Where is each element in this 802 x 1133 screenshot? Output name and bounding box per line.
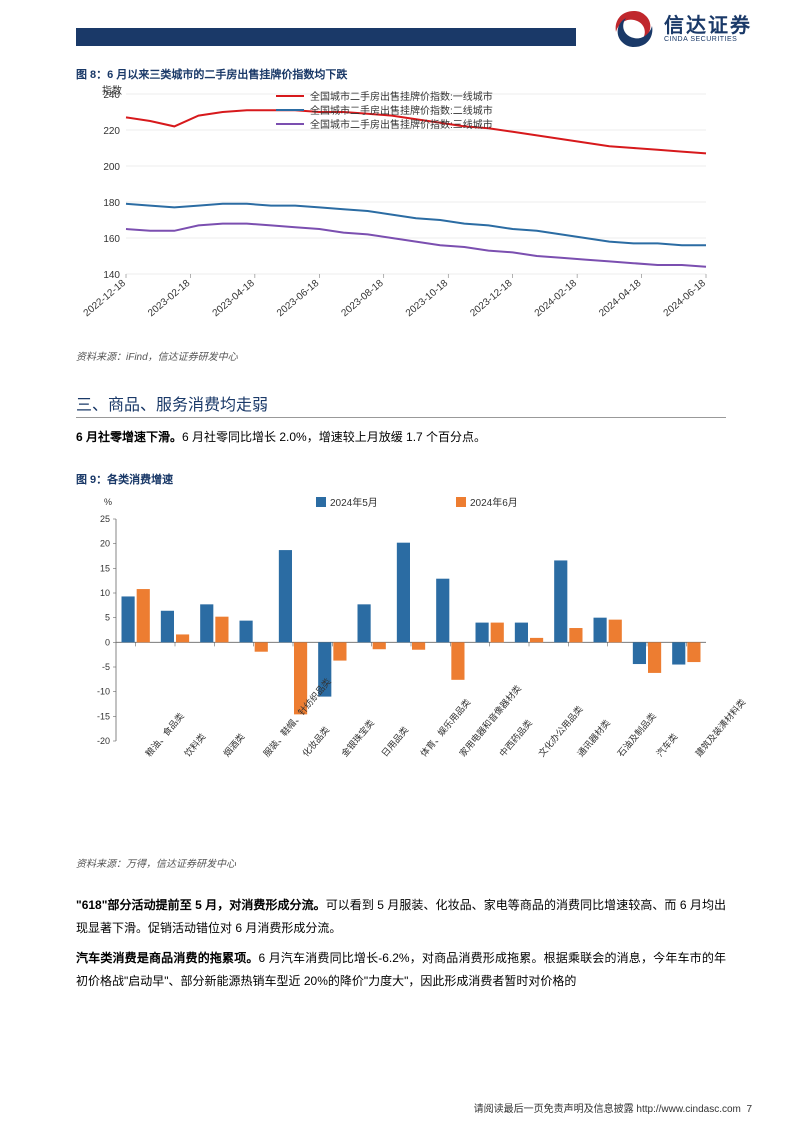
svg-text:2024-04-18: 2024-04-18 (597, 278, 644, 320)
swirl-icon (610, 8, 658, 50)
page-header: 信达证券 CINDA SECURITIES (0, 0, 802, 58)
svg-text:220: 220 (103, 126, 120, 137)
footer-page: 7 (746, 1104, 752, 1115)
svg-text:-15: -15 (97, 711, 110, 721)
svg-text:2024-06-18: 2024-06-18 (662, 278, 709, 320)
fig8-line-chart: 140160180200220240指数2022-12-182023-02-18… (76, 84, 716, 344)
svg-text:全国城市二手房出售挂牌价指数:一线城市: 全国城市二手房出售挂牌价指数:一线城市 (310, 90, 493, 103)
svg-text:200: 200 (103, 162, 120, 173)
para-auto: 汽车类消费是商品消费的拖累项。6 月汽车消费同比增长-6.2%，对商品消费形成拖… (76, 947, 726, 993)
svg-text:25: 25 (100, 514, 110, 524)
fig9-source: 资料来源：万得，信达证券研发中心 (76, 855, 726, 870)
page-footer: 请阅读最后一页免责声明及信息披露 http://www.cindasc.com … (474, 1100, 752, 1115)
svg-text:-20: -20 (97, 736, 110, 746)
svg-text:2023-10-18: 2023-10-18 (404, 278, 451, 320)
svg-text:10: 10 (100, 588, 110, 598)
header-accent-bar (76, 28, 576, 46)
footer-url: http://www.cindasc.com (636, 1104, 740, 1115)
svg-text:-10: -10 (97, 686, 110, 696)
svg-text:0: 0 (105, 637, 110, 647)
svg-text:指数: 指数 (102, 84, 122, 97)
svg-text:%: % (104, 497, 112, 507)
svg-text:2023-08-18: 2023-08-18 (339, 278, 386, 320)
para2-bold: "618"部分活动提前至 5 月，对消费形成分流。 (76, 898, 326, 912)
para1-rest: 6 月社零同比增长 2.0%，增速较上月放缓 1.7 个百分点。 (182, 430, 486, 444)
svg-text:2023-12-18: 2023-12-18 (468, 278, 515, 320)
svg-text:2023-04-18: 2023-04-18 (211, 278, 258, 320)
footer-text: 请阅读最后一页免责声明及信息披露 (474, 1104, 637, 1115)
section3-para1: 6 月社零增速下滑。6 月社零同比增长 2.0%，增速较上月放缓 1.7 个百分… (76, 426, 726, 449)
svg-text:-5: -5 (102, 662, 110, 672)
company-logo: 信达证券 CINDA SECURITIES (610, 8, 752, 50)
fig8-title: 图 8：6 月以来三类城市的二手房出售挂牌价指数均下跌 (76, 66, 726, 82)
para1-bold: 6 月社零增速下滑。 (76, 430, 182, 444)
svg-text:20: 20 (100, 538, 110, 548)
svg-text:2024年6月: 2024年6月 (470, 496, 518, 509)
section3-title: 三、商品、服务消费均走弱 (76, 391, 726, 418)
svg-text:160: 160 (103, 234, 120, 245)
svg-text:2024-02-18: 2024-02-18 (533, 278, 580, 320)
svg-text:180: 180 (103, 198, 120, 209)
logo-cn-text: 信达证券 (664, 16, 752, 36)
svg-text:2024年5月: 2024年5月 (330, 496, 378, 509)
fig8-source: 资料来源：iFind，信达证券研发中心 (76, 348, 726, 363)
logo-en-text: CINDA SECURITIES (664, 36, 752, 43)
svg-text:全国城市二手房出售挂牌价指数:三线城市: 全国城市二手房出售挂牌价指数:三线城市 (310, 118, 493, 131)
svg-text:2022-12-18: 2022-12-18 (82, 278, 129, 320)
fig9-title: 图 9：各类消费增速 (76, 471, 726, 487)
svg-text:2023-02-18: 2023-02-18 (146, 278, 193, 320)
svg-text:15: 15 (100, 563, 110, 573)
svg-text:2023-06-18: 2023-06-18 (275, 278, 322, 320)
svg-text:全国城市二手房出售挂牌价指数:二线城市: 全国城市二手房出售挂牌价指数:二线城市 (310, 104, 493, 117)
svg-text:5: 5 (105, 612, 110, 622)
para618: "618"部分活动提前至 5 月，对消费形成分流。可以看到 5 月服装、化妆品、… (76, 894, 726, 940)
para3-bold: 汽车类消费是商品消费的拖累项。 (76, 951, 259, 965)
fig9-bar-chart: -20-15-10-50510152025%2024年5月2024年6月粮油、食… (76, 491, 716, 851)
